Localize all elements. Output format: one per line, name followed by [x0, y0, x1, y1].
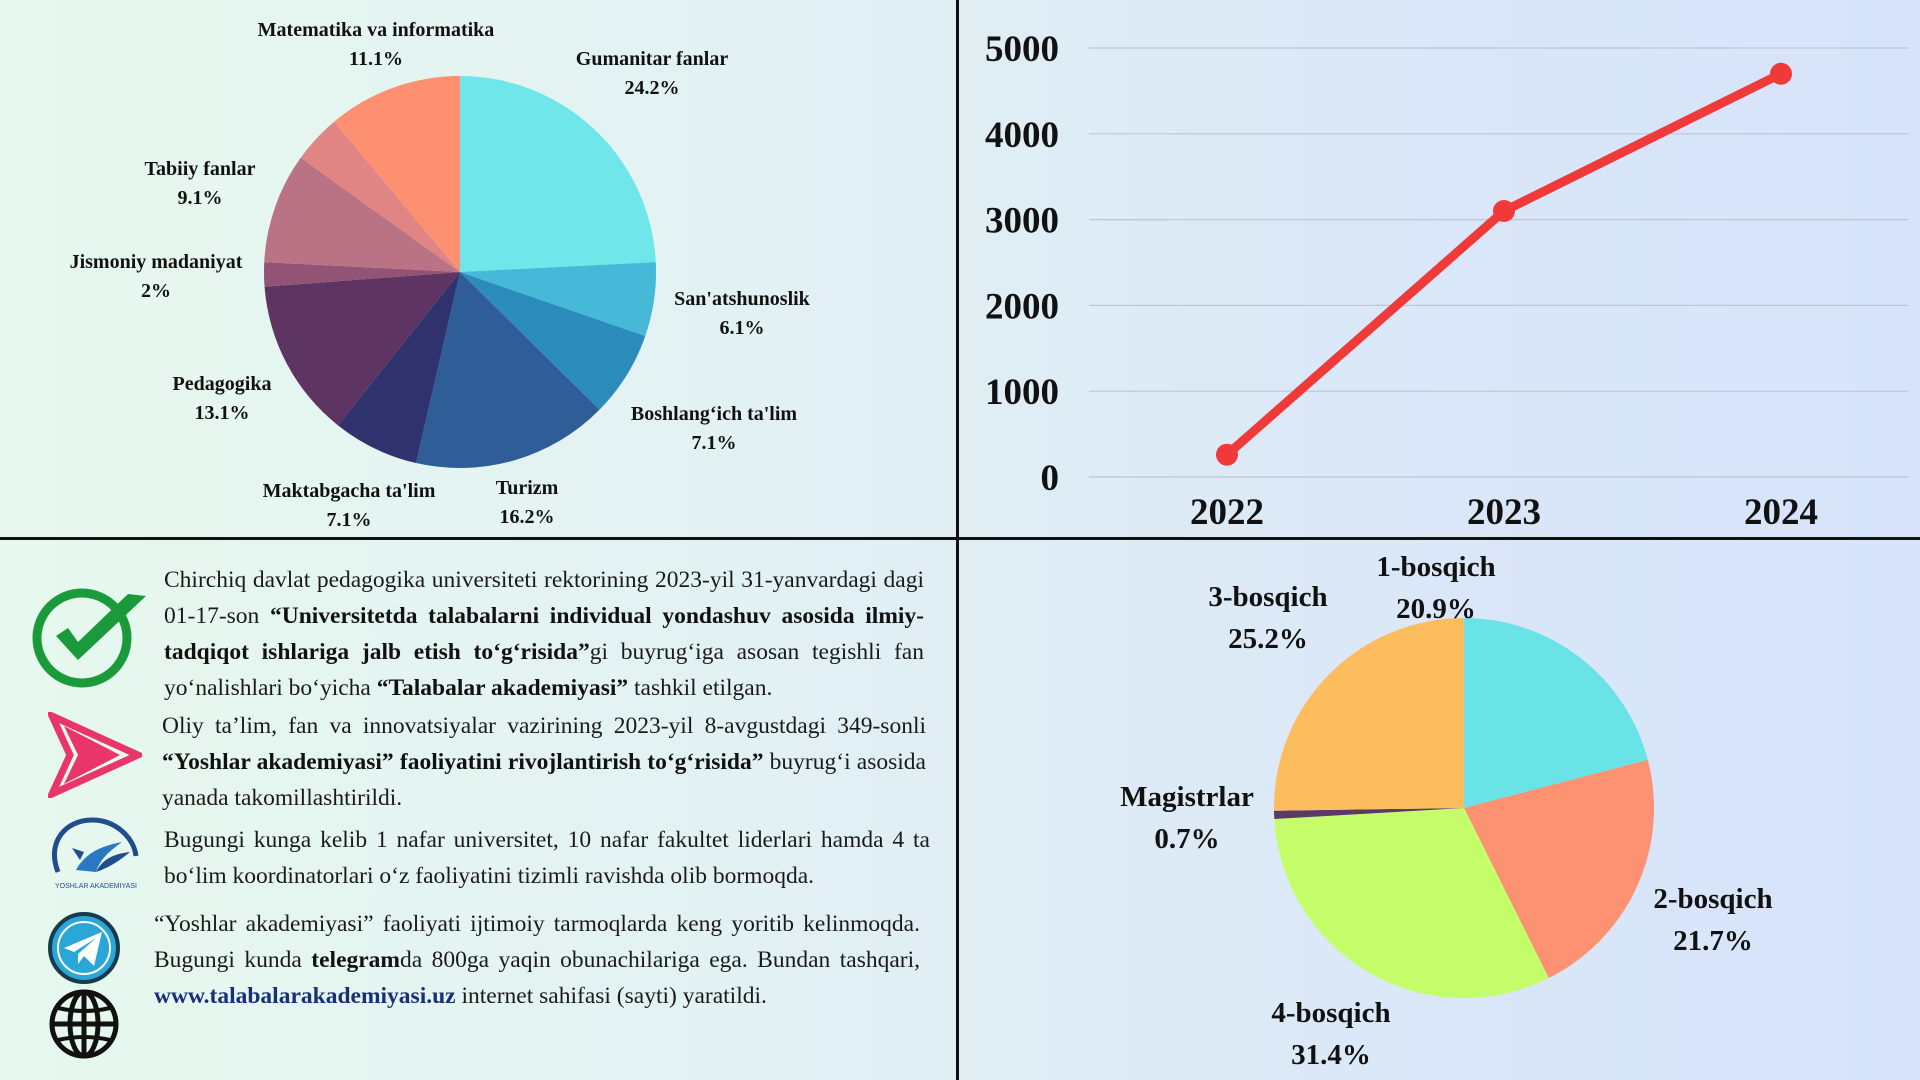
course-pie-svg: 1-bosqich 20.9% 2-bosqich 21.7% 4-bosqich 31.…: [1120, 551, 1772, 1071]
faculty-value-san-atshunoslik: 6.1%: [720, 317, 765, 339]
course-pie-chart: 1-bosqich 20.9% 2-bosqich 21.7% 4-bosqich 31.…: [959, 540, 1920, 1080]
p1-text-1: Chirchiq davlat pedagogika universiteti …: [164, 567, 924, 629]
faculty-value-matematika-va-informatika: 11.1%: [349, 48, 403, 70]
faculty-slice-maktabgacha-ta-lim: [337, 272, 460, 464]
info-panel: Chirchiq davlat pedagogika universiteti …: [0, 540, 956, 1080]
y-tick-2000: 2000: [985, 286, 1059, 327]
faculty-label-san-atshunoslik: San'atshunoslik: [674, 288, 811, 310]
course-label-magistrlar: Magistrlar: [1120, 781, 1254, 813]
data-point-2022: [1216, 443, 1238, 466]
p4-text-1: “Yoshlar akademiyasi” faoliyati ijtimoiy…: [154, 911, 920, 973]
info-paragraph-1: Chirchiq davlat pedagogika universiteti …: [164, 562, 924, 706]
y-tick-5000: 5000: [985, 29, 1059, 70]
p2-text-2: buyrug‘i asosida yanada takomillashtiril…: [162, 749, 926, 811]
faculty-label-boshlang-ich-ta-lim: Boshlang‘ich ta'lim: [631, 403, 797, 425]
p4-text-3: internet sahifasi (sayti) yaratildi.: [455, 983, 767, 1009]
faculty-label-jismoniy-madaniyat: Jismoniy madaniyat: [70, 251, 243, 273]
horizontal-divider: [0, 537, 1920, 540]
y-tick-1000: 1000: [985, 372, 1059, 413]
globe-icon: [48, 988, 120, 1060]
faculty-value-jismoniy-madaniyat: 2%: [141, 280, 171, 302]
faculty-value-maktabgacha-ta-lim: 7.1%: [327, 509, 372, 531]
logo-text: YOSHLAR AKADEMIYASI: [55, 883, 137, 890]
info-paragraph-2: Oliy ta’lim, fan va innovatsiyalar vazir…: [162, 708, 926, 816]
faculty-value-pedagogika: 13.1%: [195, 402, 250, 424]
y-tick-4000: 4000: [985, 115, 1059, 156]
faculty-slice-matematika-va-informatika: [334, 76, 460, 272]
faculty-value-boshlang-ich-ta-lim: 7.1%: [692, 432, 737, 454]
website-link[interactable]: www.talabalarakademiyasi.uz: [154, 983, 456, 1009]
faculty-slice-gumanitar-fanlar: [460, 76, 656, 272]
course-value-1-bosqich: 20.9%: [1396, 593, 1476, 625]
data-point-2024: [1770, 62, 1792, 85]
faculty-label-tabiiy-fanlar: Tabiiy fanlar: [145, 158, 256, 180]
faculty-value-tabiiy-fanlar: 9.1%: [178, 187, 223, 209]
p4-text-2: da 800ga yaqin obunachilariga ega. Bunda…: [400, 947, 920, 973]
faculty-slice-unlabeled: [300, 121, 460, 273]
faculty-label-turizm: Turizm: [496, 477, 559, 499]
x-tick-2023: 2023: [1467, 492, 1541, 533]
check-icon: [28, 582, 156, 690]
series-line: [1222, 69, 1786, 460]
faculty-slice-pedagogika: [264, 272, 460, 426]
faculty-label-maktabgacha-ta-lim: Maktabgacha ta'lim: [263, 480, 436, 502]
faculty-pie-chart: Gumanitar fanlar 24.2% San'atshunoslik 6.1%…: [0, 0, 956, 537]
faculty-label-pedagogika: Pedagogika: [173, 373, 272, 395]
growth-line-chart: 0 1000 2000 3000 4000 5000 2022 2023 2024: [959, 0, 1920, 537]
telegram-icon: [46, 910, 122, 986]
p1-academy-name: “Talabalar akademiyasi”: [376, 675, 629, 701]
p4-telegram-word: telegram: [311, 947, 401, 973]
course-label-3-bosqich: 3-bosqich: [1208, 581, 1327, 613]
course-slice-4-bosqich: [1274, 808, 1549, 998]
y-tick-3000: 3000: [985, 201, 1059, 242]
info-paragraph-3: Bugungi kunga kelib 1 nafar universitet,…: [164, 822, 930, 894]
yoshlar-akademiyasi-logo: YOSHLAR AKADEMIYASI: [46, 812, 146, 902]
course-slice-2-bosqich: [1464, 759, 1654, 979]
course-value-magistrlar: 0.7%: [1154, 823, 1219, 855]
course-label-2-bosqich: 2-bosqich: [1653, 883, 1772, 915]
course-slice-3-bosqich: [1274, 618, 1464, 811]
data-point-2023: [1493, 200, 1515, 223]
course-slice-1-bosqich: [1464, 618, 1648, 808]
faculty-slice-tabiiy-fanlar: [264, 157, 460, 272]
course-value-2-bosqich: 21.7%: [1673, 925, 1753, 957]
play-arrow-icon: [48, 712, 142, 798]
x-tick-2024: 2024: [1744, 492, 1818, 533]
faculty-label-matematika-va-informatika: Matematika va informatika: [258, 19, 495, 41]
p1-order-title: “Universitetda talabalarni individual yo…: [164, 603, 924, 665]
course-label-1-bosqich: 1-bosqich: [1376, 551, 1495, 583]
p2-text-1: Oliy ta’lim, fan va innovatsiyalar vazir…: [162, 713, 926, 739]
course-slice-magistrlar: [1274, 808, 1464, 820]
growth-line-svg: 0 1000 2000 3000 4000 5000 2022 2023 2024: [985, 29, 1909, 533]
p1-text-2: gi buyrug‘iga asosan tegishli fan yo‘nal…: [164, 639, 924, 701]
info-paragraph-4: “Yoshlar akademiyasi” faoliyati ijtimoiy…: [154, 906, 920, 1014]
x-tick-2022: 2022: [1190, 492, 1264, 533]
course-label-4-bosqich: 4-bosqich: [1271, 997, 1390, 1029]
y-tick-0: 0: [1041, 458, 1060, 499]
faculty-value-turizm: 16.2%: [500, 506, 555, 528]
p2-order-title: “Yoshlar akademiyasi” faoliyatini rivojl…: [162, 749, 764, 775]
p1-text-3: tashkil etilgan.: [628, 675, 773, 701]
course-value-3-bosqich: 25.2%: [1228, 623, 1308, 655]
faculty-slice-jismoniy-madaniyat: [264, 262, 460, 287]
course-value-4-bosqich: 31.4%: [1291, 1039, 1371, 1071]
vertical-divider: [956, 0, 959, 1080]
faculty-value-gumanitar-fanlar: 24.2%: [625, 77, 680, 99]
p3-text-1: Bugungi kunga kelib 1 nafar universitet,…: [164, 827, 930, 889]
faculty-slice-boshlang-ich-ta-lim: [460, 272, 646, 410]
faculty-pie-svg: Gumanitar fanlar 24.2% San'atshunoslik 6.1%…: [70, 19, 811, 531]
faculty-label-gumanitar-fanlar: Gumanitar fanlar: [576, 48, 729, 70]
faculty-slice-san-atshunoslik: [460, 262, 656, 337]
faculty-slice-turizm: [416, 272, 600, 468]
